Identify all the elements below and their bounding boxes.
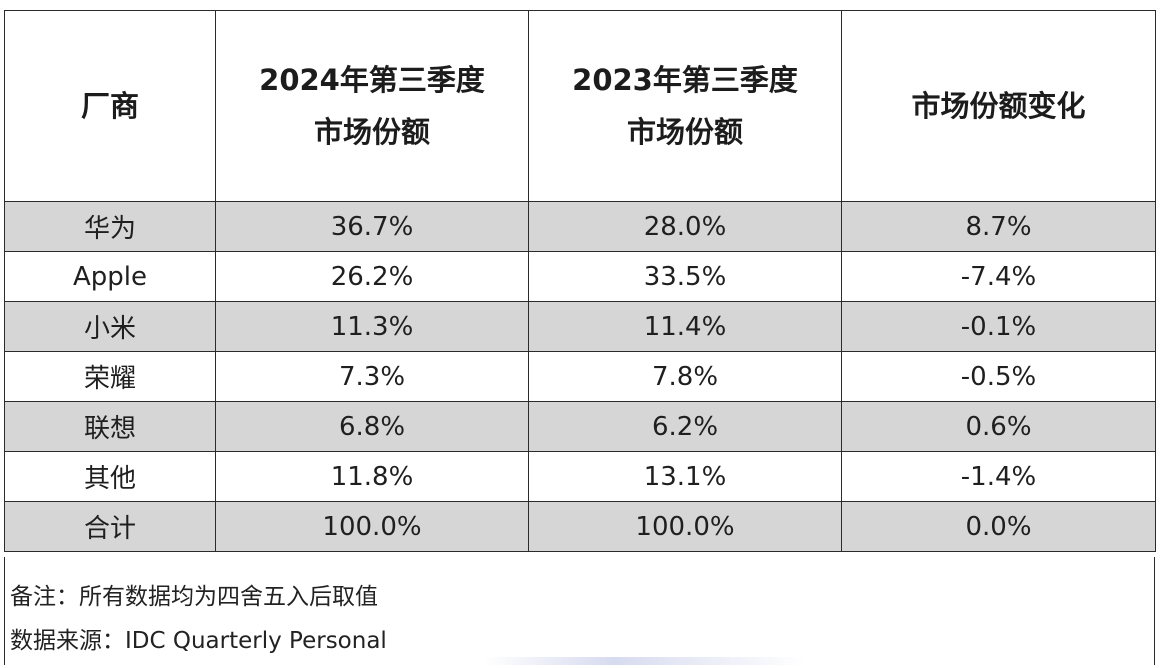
cell-change: 0.0% bbox=[841, 501, 1156, 552]
image-fade-overlay bbox=[415, 617, 615, 657]
header-row: 厂商 2024年第三季度 市场份额 2023年第三季度 市场份额 市场份额变化 bbox=[4, 10, 1156, 202]
cell-share-2024-q3: 6.8% bbox=[215, 401, 529, 452]
cell-change: -7.4% bbox=[841, 251, 1156, 302]
source-note: 数据来源：IDC Quarterly Personal bbox=[10, 628, 387, 654]
cell-share-2024-q3: 36.7% bbox=[215, 201, 529, 252]
cell-share-2024-q3: 26.2% bbox=[215, 251, 529, 302]
cell-share-2023-q3: 7.8% bbox=[528, 351, 842, 402]
cell-share-2023-q3: 6.2% bbox=[528, 401, 842, 452]
cell-change: -1.4% bbox=[841, 451, 1156, 502]
header-vendor: 厂商 bbox=[4, 10, 216, 202]
footnotes: 备注：所有数据均为四舍五入后取值 数据来源：IDC Quarterly Pers… bbox=[4, 557, 1155, 665]
cell-change: 0.6% bbox=[841, 401, 1156, 452]
cell-vendor: 联想 bbox=[4, 401, 216, 452]
header-share-2024-q3-line1: 2024年第三季度 bbox=[259, 63, 485, 97]
table-row: Apple 26.2% 33.5% -7.4% bbox=[4, 251, 1156, 302]
cell-vendor: 华为 bbox=[4, 201, 216, 252]
cell-share-2023-q3: 28.0% bbox=[528, 201, 842, 252]
cell-share-2024-q3: 11.8% bbox=[215, 451, 529, 502]
cell-share-2023-q3: 11.4% bbox=[528, 301, 842, 352]
cell-vendor: 合计 bbox=[4, 501, 216, 552]
header-vendor-label: 厂商 bbox=[80, 89, 139, 123]
image-artifact bbox=[485, 657, 805, 665]
table-row-total: 合计 100.0% 100.0% 0.0% bbox=[4, 501, 1156, 552]
cell-vendor: Apple bbox=[4, 251, 216, 302]
cell-share-2023-q3: 100.0% bbox=[528, 501, 842, 552]
header-share-change-label: 市场份额变化 bbox=[911, 89, 1086, 123]
cell-vendor: 其他 bbox=[4, 451, 216, 502]
header-share-2023-q3-line1: 2023年第三季度 bbox=[572, 63, 798, 97]
cell-share-2023-q3: 33.5% bbox=[528, 251, 842, 302]
rounding-note: 备注：所有数据均为四舍五入后取值 bbox=[10, 584, 378, 610]
table-row: 小米 11.3% 11.4% -0.1% bbox=[4, 301, 1156, 352]
header-share-2024-q3-line2: 市场份额 bbox=[313, 115, 430, 149]
cell-change: 8.7% bbox=[841, 201, 1156, 252]
header-share-2024-q3: 2024年第三季度 市场份额 bbox=[215, 10, 529, 202]
table-row: 华为 36.7% 28.0% 8.7% bbox=[4, 201, 1156, 252]
cell-vendor: 荣耀 bbox=[4, 351, 216, 402]
cell-vendor: 小米 bbox=[4, 301, 216, 352]
cell-share-2024-q3: 11.3% bbox=[215, 301, 529, 352]
cell-share-2024-q3: 7.3% bbox=[215, 351, 529, 402]
market-share-table: 厂商 2024年第三季度 市场份额 2023年第三季度 市场份额 市场份额变化 … bbox=[4, 10, 1156, 552]
header-share-2023-q3-line2: 市场份额 bbox=[626, 115, 743, 149]
cell-change: -0.5% bbox=[841, 351, 1156, 402]
cell-share-2023-q3: 13.1% bbox=[528, 451, 842, 502]
table-row: 联想 6.8% 6.2% 0.6% bbox=[4, 401, 1156, 452]
cell-share-2024-q3: 100.0% bbox=[215, 501, 529, 552]
table-row: 其他 11.8% 13.1% -1.4% bbox=[4, 451, 1156, 502]
header-share-2023-q3: 2023年第三季度 市场份额 bbox=[528, 10, 842, 202]
table-row: 荣耀 7.3% 7.8% -0.5% bbox=[4, 351, 1156, 402]
header-share-change: 市场份额变化 bbox=[841, 10, 1156, 202]
cell-change: -0.1% bbox=[841, 301, 1156, 352]
